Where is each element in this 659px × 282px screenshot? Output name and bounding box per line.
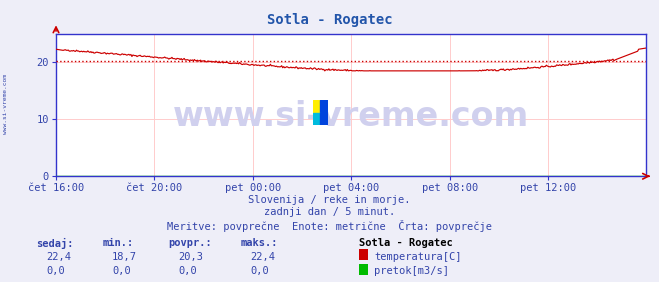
Text: 18,7: 18,7 (112, 252, 137, 262)
Bar (313, 113, 320, 125)
Text: povpr.:: povpr.: (168, 238, 212, 248)
Text: zadnji dan / 5 minut.: zadnji dan / 5 minut. (264, 207, 395, 217)
Text: Meritve: povprečne  Enote: metrične  Črta: povprečje: Meritve: povprečne Enote: metrične Črta:… (167, 220, 492, 232)
Text: 0,0: 0,0 (178, 266, 196, 276)
Text: 20,3: 20,3 (178, 252, 203, 262)
Text: Sotla - Rogatec: Sotla - Rogatec (267, 13, 392, 27)
Text: 22,4: 22,4 (250, 252, 275, 262)
Text: Sotla - Rogatec: Sotla - Rogatec (359, 238, 453, 248)
Text: min.:: min.: (102, 238, 133, 248)
Text: sedaj:: sedaj: (36, 238, 74, 249)
Text: Slovenija / reke in morje.: Slovenija / reke in morje. (248, 195, 411, 204)
Text: temperatura[C]: temperatura[C] (374, 252, 462, 262)
Bar (313, 100, 320, 113)
Text: pretok[m3/s]: pretok[m3/s] (374, 266, 449, 276)
Text: 22,4: 22,4 (46, 252, 71, 262)
Text: 0,0: 0,0 (112, 266, 130, 276)
Text: 0,0: 0,0 (46, 266, 65, 276)
Text: 0,0: 0,0 (250, 266, 269, 276)
Bar (320, 100, 328, 113)
Text: maks.:: maks.: (241, 238, 278, 248)
Text: www.si-vreme.com: www.si-vreme.com (3, 74, 8, 134)
Text: www.si-vreme.com: www.si-vreme.com (173, 100, 529, 133)
Bar (320, 113, 328, 125)
